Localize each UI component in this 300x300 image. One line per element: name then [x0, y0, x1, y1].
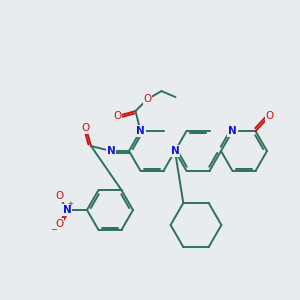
Text: N: N	[136, 126, 145, 136]
Text: O: O	[113, 111, 122, 121]
Text: N: N	[228, 126, 237, 136]
Text: O: O	[266, 111, 274, 121]
Text: N: N	[63, 205, 71, 215]
Text: +: +	[67, 201, 73, 207]
Text: O: O	[55, 191, 63, 201]
Text: O: O	[55, 219, 63, 229]
Text: O: O	[143, 94, 152, 104]
Text: N: N	[106, 146, 116, 156]
Text: N: N	[171, 146, 179, 156]
Text: O: O	[82, 123, 90, 133]
Text: −: −	[50, 226, 58, 235]
